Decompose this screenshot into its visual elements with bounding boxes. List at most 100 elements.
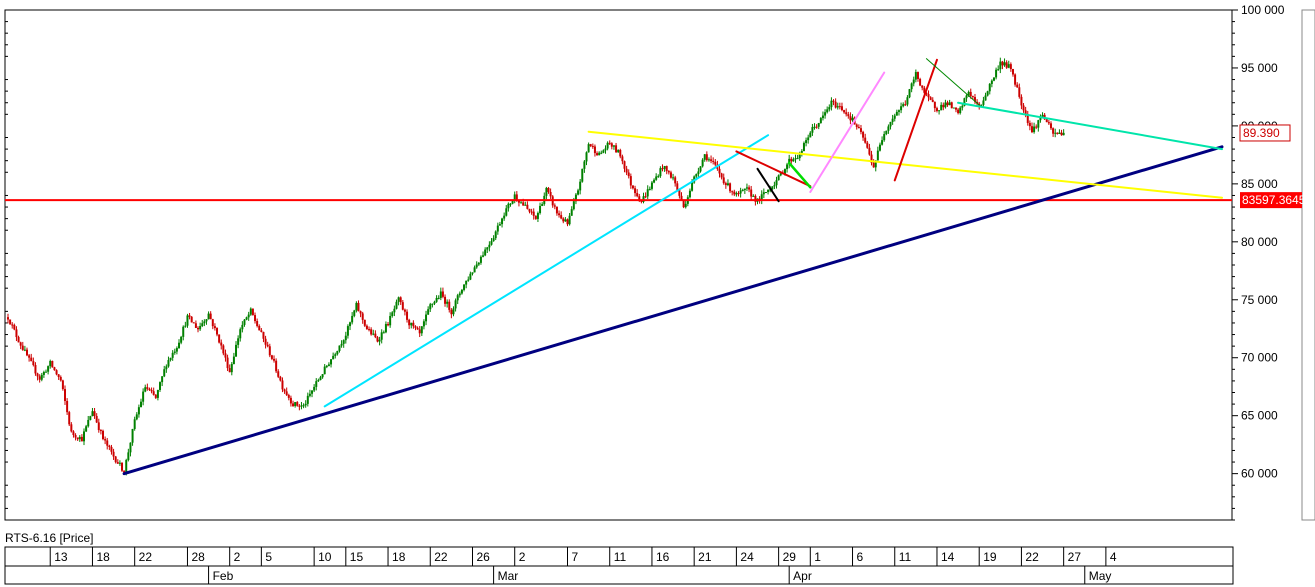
candle-body xyxy=(182,326,185,337)
candle-body xyxy=(110,446,113,452)
candle-body xyxy=(678,189,681,196)
candle-body xyxy=(239,329,242,339)
candle-body xyxy=(750,189,753,197)
candle-body xyxy=(507,203,510,209)
candle-body xyxy=(982,100,985,105)
candle-body xyxy=(938,110,941,112)
candle-body xyxy=(807,137,810,141)
candle-body xyxy=(800,151,803,153)
candle-body xyxy=(929,97,932,100)
candle-body xyxy=(950,102,953,109)
day-label: 6 xyxy=(857,550,864,564)
candle-body xyxy=(372,333,375,335)
candle-body xyxy=(788,158,791,165)
candle-body xyxy=(1054,132,1057,134)
candle-body xyxy=(23,349,26,351)
candle-body xyxy=(178,342,181,349)
candle-body xyxy=(916,72,919,79)
candle-body xyxy=(731,191,734,193)
candle-body xyxy=(450,309,453,315)
trendline xyxy=(809,71,886,193)
day-label: 22 xyxy=(1025,550,1039,564)
candle-body xyxy=(560,215,563,219)
candle-body xyxy=(600,152,603,154)
trendline xyxy=(893,58,938,182)
day-label: 15 xyxy=(350,550,364,564)
candle-body xyxy=(412,322,415,327)
candle-body xyxy=(42,371,45,375)
candle-body xyxy=(534,215,537,219)
day-label: 21 xyxy=(698,550,712,564)
candle-body xyxy=(283,389,286,392)
month-label: Apr xyxy=(793,569,812,583)
candle-body xyxy=(422,321,425,327)
trendline xyxy=(957,101,1223,151)
right-scrollbar[interactable] xyxy=(1301,9,1315,521)
candle-body xyxy=(387,324,390,326)
candle-body xyxy=(296,402,299,406)
candle-body xyxy=(897,110,900,112)
candle-body xyxy=(59,376,62,381)
candle-body xyxy=(843,110,846,113)
candle-body xyxy=(722,177,725,184)
candle-body xyxy=(817,123,820,127)
day-label: 4 xyxy=(1110,550,1117,564)
candle-body xyxy=(241,324,244,330)
candle-body xyxy=(1035,126,1038,128)
candle-body xyxy=(32,361,35,366)
candle-body xyxy=(610,143,613,147)
candle-body xyxy=(230,363,233,373)
candle-body xyxy=(881,140,884,145)
candle-body xyxy=(488,244,491,248)
candle-body xyxy=(11,324,14,326)
candle-body xyxy=(691,182,694,191)
y-tick-label: 75 000 xyxy=(1241,293,1278,307)
x-axis: 13 18 22 28 2 5 10 15 18 22 26 2 7 11 16 21 24 29 1 6 11 14 19… xyxy=(4,546,1234,585)
candle-body xyxy=(598,152,601,156)
candle-body xyxy=(748,187,751,190)
candle-body xyxy=(131,428,134,443)
candle-body xyxy=(522,202,525,206)
candle-body xyxy=(505,208,508,216)
candle-body xyxy=(317,380,320,382)
candle-body xyxy=(264,338,267,345)
candle-body xyxy=(175,348,178,352)
candle-body xyxy=(106,440,109,446)
candle-body xyxy=(13,324,16,330)
candle-body xyxy=(604,148,607,151)
candle-body xyxy=(49,360,52,367)
candle-body xyxy=(990,80,993,84)
candle-body xyxy=(313,386,316,391)
candle-body xyxy=(832,100,835,102)
candle-body xyxy=(971,96,974,98)
candle-body xyxy=(494,231,497,239)
trendline xyxy=(122,145,1224,476)
day-label: 22 xyxy=(434,550,448,564)
day-label: 2 xyxy=(519,550,526,564)
candle-body xyxy=(439,291,442,298)
candle-body xyxy=(767,189,770,193)
candle-body xyxy=(612,145,615,147)
candle-body xyxy=(315,381,318,387)
price-boxes: 89.390 83597.3645 xyxy=(1239,124,1306,209)
candle-body xyxy=(1052,128,1055,134)
candle-body xyxy=(270,355,273,359)
candle-body xyxy=(889,121,892,127)
candle-body xyxy=(606,142,609,149)
candle-body xyxy=(142,391,145,402)
candle-body xyxy=(726,183,729,186)
candle-body xyxy=(211,319,214,327)
candle-body xyxy=(285,391,288,396)
candle-body xyxy=(515,194,518,201)
candle-body xyxy=(697,171,700,175)
y-tick-label: 60 000 xyxy=(1241,467,1278,481)
candle-body xyxy=(251,308,254,316)
candle-body xyxy=(887,126,890,131)
candle-body xyxy=(771,186,774,190)
candle-body xyxy=(933,101,936,109)
candle-body xyxy=(940,104,943,111)
candle-body xyxy=(954,107,957,110)
candle-body xyxy=(95,415,98,423)
candle-body xyxy=(486,247,489,250)
candle-body xyxy=(418,329,421,334)
